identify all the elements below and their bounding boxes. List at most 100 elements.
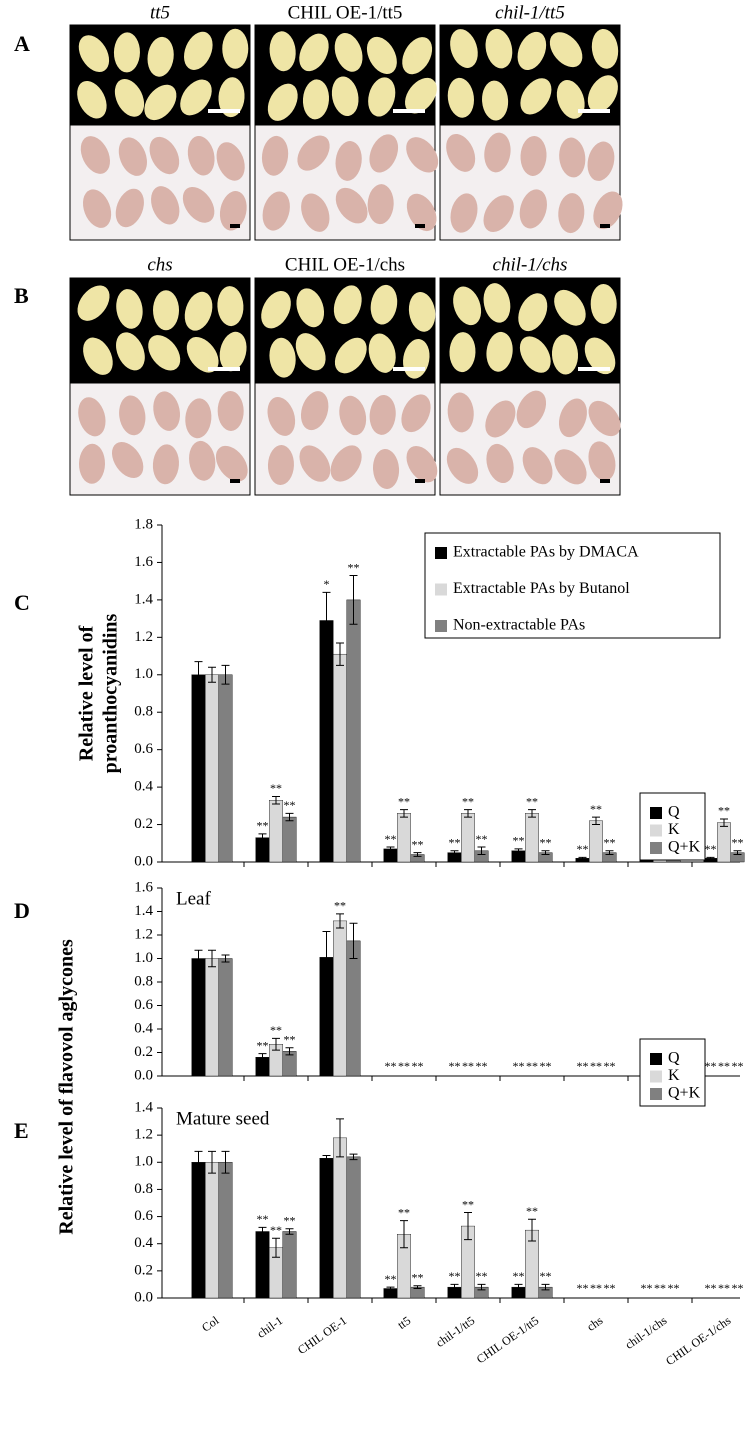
seed	[519, 336, 551, 373]
seed-photo	[439, 24, 621, 126]
significance: **	[412, 1059, 424, 1073]
seed	[522, 447, 553, 485]
seed	[549, 32, 583, 68]
error-bar	[706, 856, 715, 860]
seed	[153, 290, 180, 331]
error-bar	[322, 591, 331, 650]
scale-bar	[600, 224, 610, 228]
seed	[551, 334, 579, 375]
legend-label: Q+K	[668, 839, 701, 856]
error-bar	[258, 1226, 267, 1237]
seed	[482, 80, 509, 121]
seed	[77, 285, 110, 321]
seed	[267, 445, 294, 486]
seed	[215, 445, 248, 482]
y-tick-label: 0.0	[134, 1067, 153, 1083]
error-bar	[720, 818, 728, 827]
bar	[218, 958, 233, 1077]
scale-bar	[600, 479, 610, 483]
seed	[372, 449, 400, 489]
seed-photo	[254, 382, 438, 496]
significance: **	[513, 834, 525, 848]
significance: **	[641, 1281, 653, 1295]
error-bar	[285, 1228, 294, 1235]
seed	[262, 191, 290, 231]
panel-label: E	[14, 1118, 29, 1143]
y-tick-label: 1.2	[134, 1127, 153, 1143]
y-tick-label: 0.0	[134, 1289, 153, 1305]
seed	[111, 442, 144, 479]
significance: **	[577, 1281, 589, 1295]
significance: **	[257, 819, 269, 833]
legend-swatch	[650, 842, 662, 854]
seed	[588, 441, 616, 481]
seed	[449, 332, 476, 373]
seed	[485, 400, 516, 438]
seed	[219, 191, 247, 231]
error-bar	[194, 661, 203, 689]
x-tick-label: CHIL OE-1/tt5	[474, 1313, 541, 1366]
seed	[368, 77, 396, 117]
y-tick-label: 1.4	[134, 591, 153, 607]
seed	[584, 337, 616, 375]
significance: **	[732, 1281, 744, 1295]
significance: **	[654, 1281, 666, 1295]
significance: **	[334, 899, 346, 913]
error-bar	[386, 1286, 395, 1291]
scale-bar	[415, 479, 425, 483]
seed	[587, 75, 618, 113]
seed	[334, 337, 367, 374]
error-bar	[477, 1283, 486, 1291]
bar	[525, 813, 539, 863]
error-bar	[285, 1047, 294, 1056]
bar	[397, 813, 411, 863]
seed	[153, 391, 181, 431]
legend-label: Extractable PAs by Butanol	[453, 580, 630, 597]
seed-photo	[69, 382, 251, 496]
bar	[282, 816, 297, 863]
seed	[556, 80, 585, 119]
significance: **	[577, 1059, 589, 1073]
legend-swatch	[435, 583, 447, 596]
seed	[217, 390, 244, 431]
seed	[369, 394, 396, 435]
seed-photo	[69, 277, 251, 384]
legend-swatch	[650, 1053, 662, 1065]
seed	[367, 184, 394, 225]
significance: **	[604, 1059, 616, 1073]
bar	[319, 620, 334, 863]
error-bar	[208, 666, 216, 683]
panel-label: C	[14, 590, 30, 615]
x-tick-label: Col	[199, 1313, 222, 1335]
y-tick-label: 0.8	[134, 704, 153, 720]
y-tick-label: 0.2	[134, 1044, 153, 1060]
seed	[269, 31, 296, 72]
significance: **	[705, 1059, 717, 1073]
seed	[83, 337, 113, 375]
seed	[446, 447, 479, 484]
error-bar	[413, 852, 422, 857]
error-bar	[322, 1155, 331, 1162]
significance: **	[449, 1269, 461, 1283]
error-bar	[336, 1118, 344, 1158]
significance: **	[284, 1214, 296, 1228]
significance: **	[462, 794, 474, 808]
seed	[184, 291, 213, 331]
seed	[335, 187, 368, 224]
bar	[218, 1162, 233, 1299]
error-bar	[322, 930, 331, 984]
seed	[446, 133, 476, 172]
seed	[149, 136, 180, 175]
scale-bar	[393, 109, 425, 113]
error-bar	[733, 850, 742, 856]
significance: **	[412, 1271, 424, 1285]
y-tick-label: 0.6	[134, 997, 153, 1013]
error-bar	[514, 1283, 523, 1291]
legend-label: K	[668, 1067, 680, 1084]
error-bar	[400, 809, 408, 818]
seed	[113, 32, 140, 73]
significance: **	[284, 798, 296, 812]
bar	[346, 940, 361, 1077]
y-tick-label: 1.0	[134, 1154, 153, 1170]
